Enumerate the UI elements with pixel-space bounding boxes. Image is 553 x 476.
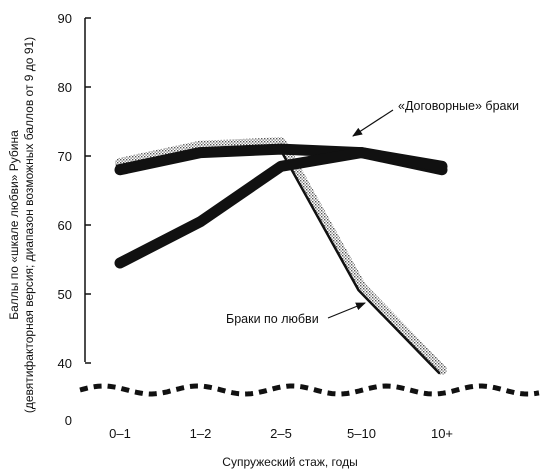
x-tick-label: 5–10 — [347, 426, 376, 441]
y-tick-label: 80 — [58, 80, 72, 95]
x-ticks: 0–1 1–2 2–5 5–10 10+ — [109, 426, 453, 441]
x-tick-label: 0–1 — [109, 426, 131, 441]
x-tick-label: 2–5 — [270, 426, 292, 441]
annotation-lyubov: Браки по любви — [226, 312, 319, 326]
axis-break-line — [79, 383, 540, 397]
y-ticks: 0 40 50 60 70 80 90 — [58, 11, 91, 428]
x-tick-label: 10+ — [431, 426, 453, 441]
x-tick-label: 1–2 — [190, 426, 212, 441]
annotation-lyubov-arrow — [327, 302, 366, 319]
y-tick-label: 60 — [58, 218, 72, 233]
y-axis-title: Баллы по «шкале любви» Рубина — [7, 130, 21, 320]
y-tick-label: 70 — [58, 149, 72, 164]
y-tick-label: 90 — [58, 11, 72, 26]
series-line-stippled — [115, 137, 447, 375]
series-line-edge — [115, 143, 441, 375]
annotation-dogovornye-arrow — [352, 109, 394, 137]
y-axis-subtitle: (девятифакторная версия; диапазон возмож… — [22, 37, 36, 413]
y-tick-label: 40 — [58, 356, 72, 371]
y-tick-label: 0 — [65, 413, 72, 428]
y-tick-label: 50 — [58, 287, 72, 302]
series-line-thick — [114, 147, 448, 269]
x-axis-title: Супружеский стаж, годы — [222, 455, 357, 469]
annotation-dogovornye: «Договорные» браки — [398, 99, 519, 113]
series-layer — [114, 137, 448, 375]
axis-break — [79, 383, 540, 397]
